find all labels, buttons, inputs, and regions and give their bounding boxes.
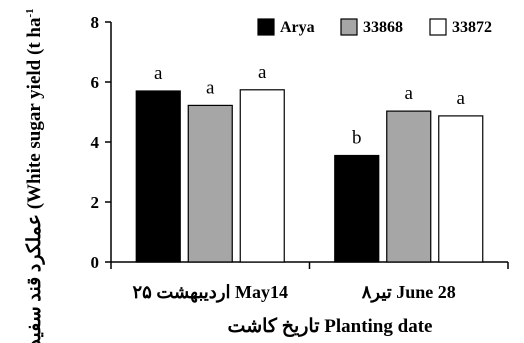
bar <box>239 89 285 263</box>
x-axis: ۲۵ اردیبهشت May14 ۸تیر June 28 <box>110 261 509 303</box>
x-category-label: ۸تیر June 28 <box>361 282 456 303</box>
y-tick-label: 4 <box>91 133 100 152</box>
legend-label: 33872 <box>452 19 492 36</box>
y-axis-label-group: عملکرد قند سفید (White sugar yield (t ha… <box>24 8 45 343</box>
significance-letter: a <box>457 88 466 109</box>
bar <box>135 90 181 263</box>
legend-swatch <box>340 18 358 36</box>
x-axis-label: تاریخ کاشت Planting date <box>228 316 433 337</box>
y-axis-label: عملکرد قند سفید (White sugar yield (t ha… <box>24 8 45 343</box>
bar <box>386 110 432 263</box>
legend-swatch <box>429 18 447 36</box>
significance-letter: a <box>405 83 414 104</box>
bar <box>438 115 484 263</box>
y-tick-label: 0 <box>91 253 100 272</box>
x-category-label: ۲۵ اردیبهشت May14 <box>132 282 288 303</box>
legend-label: Arya <box>280 19 315 36</box>
bar <box>187 104 233 263</box>
bar <box>334 154 380 263</box>
significance-letter: a <box>206 77 215 98</box>
legend-swatch <box>257 18 275 36</box>
legend-label: 33868 <box>363 19 403 36</box>
y-tick-label: 2 <box>91 193 100 212</box>
significance-letter: a <box>258 62 267 83</box>
y-tick-label: 6 <box>91 73 100 92</box>
bars: a b a a a a <box>135 62 484 263</box>
y-axis: 0 2 4 6 8 <box>91 13 112 272</box>
significance-letter: a <box>154 63 163 84</box>
y-tick-label: 8 <box>91 13 100 32</box>
y-axis-label-superscript: -1 <box>24 8 36 17</box>
significance-letter: b <box>352 128 362 149</box>
legend: Arya 33868 33872 <box>257 18 492 36</box>
